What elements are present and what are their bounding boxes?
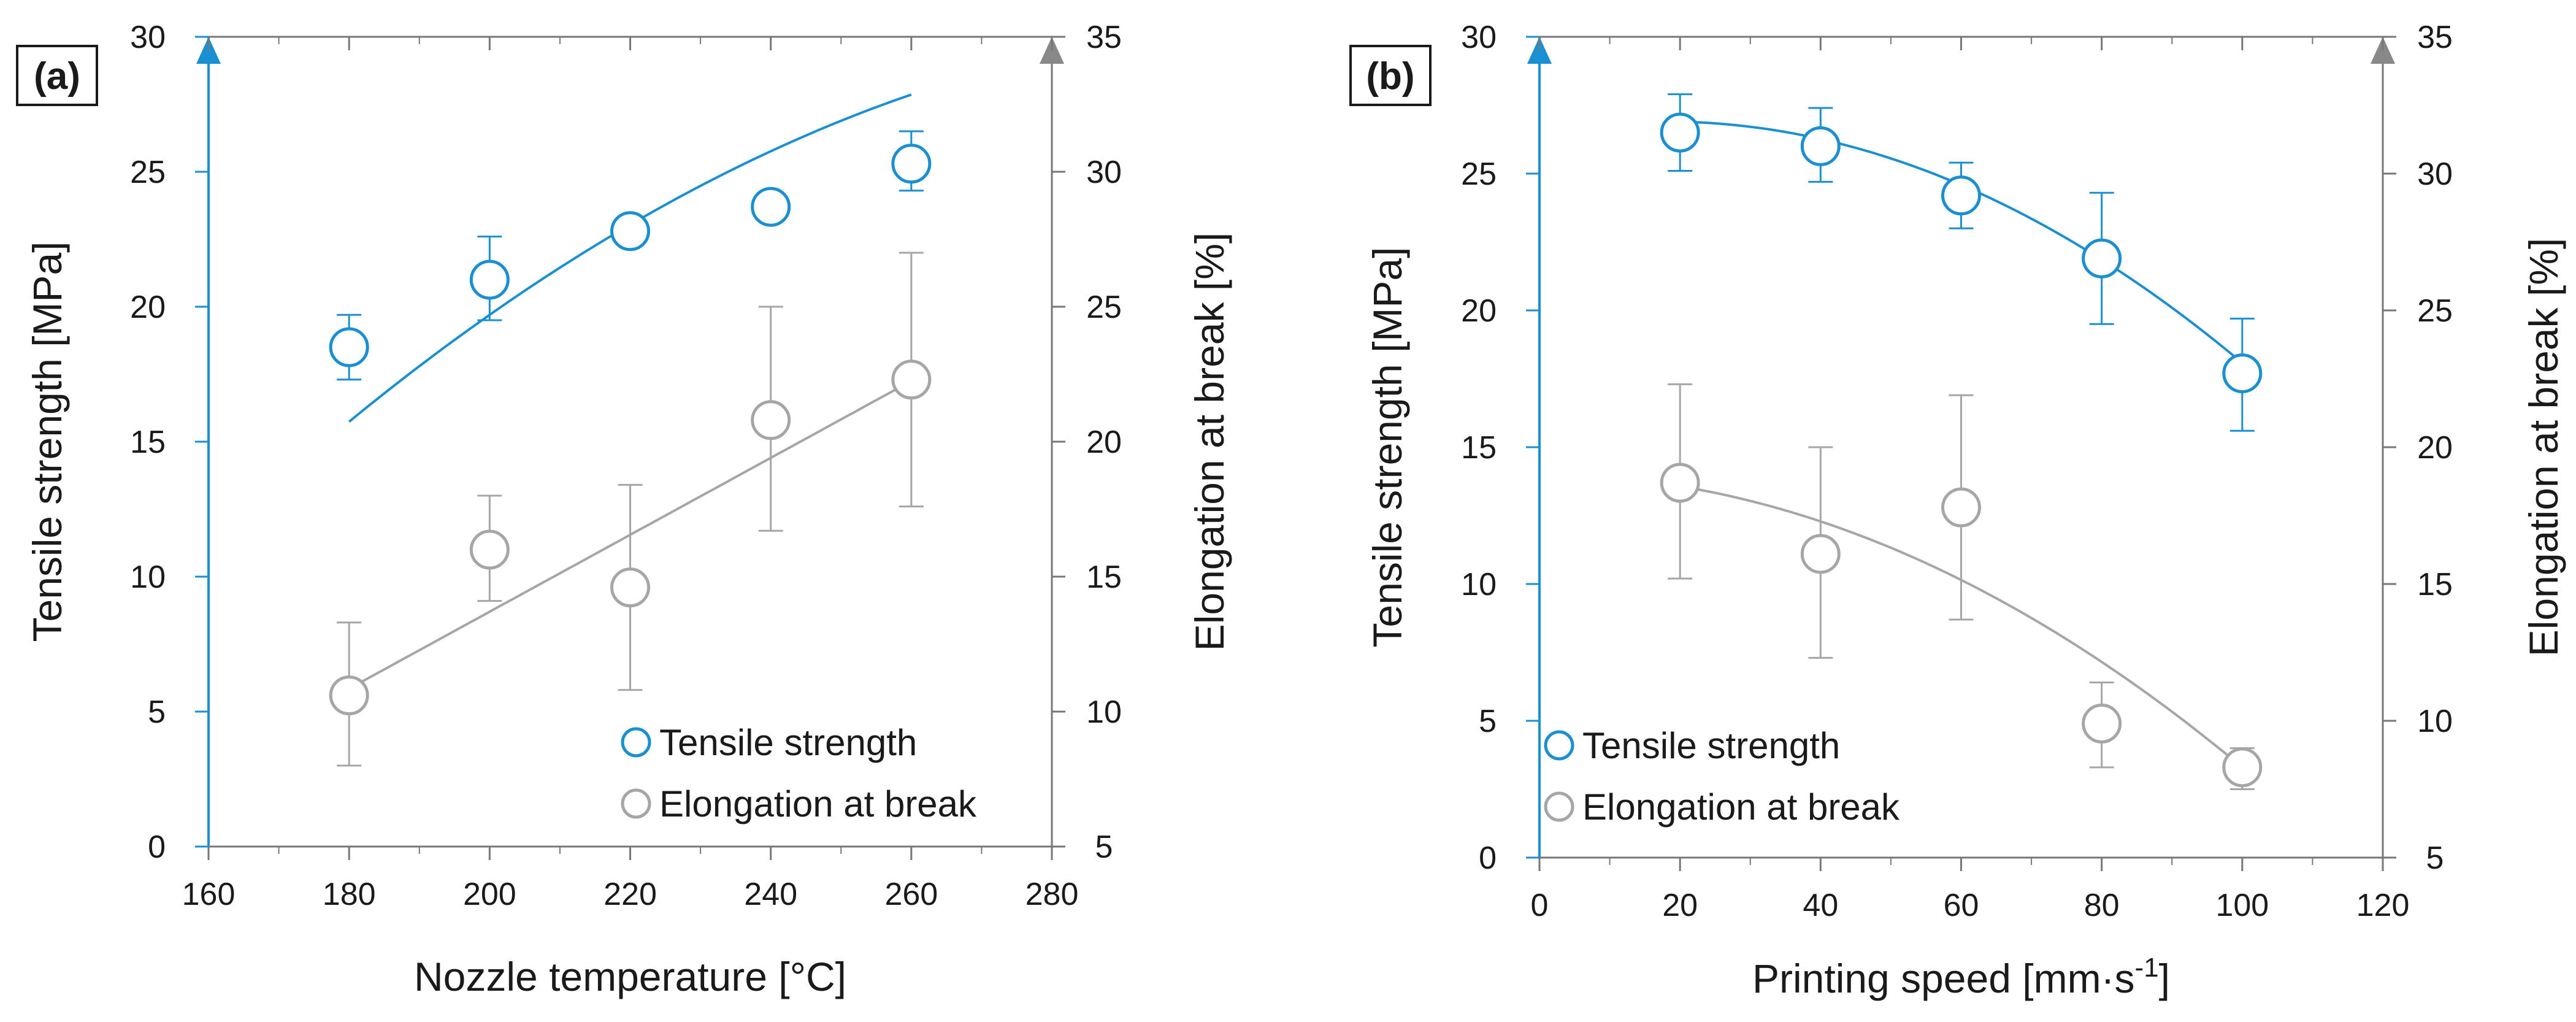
legend-label-tensile: Tensile strength	[1582, 725, 1840, 766]
y-tick-label: 30	[1461, 20, 1497, 55]
y-tick-label: 15	[130, 425, 166, 460]
x-axis-title-superscript: -1	[2135, 953, 2159, 983]
y2-tick-label: 20	[2417, 430, 2453, 466]
tensile-point	[2082, 238, 2122, 279]
x-tick-label: 100	[2215, 888, 2269, 923]
elongation-point	[1660, 463, 1700, 503]
y-tick-label: 10	[130, 559, 166, 595]
x-axis-title: Printing speed [mm·s-1]	[1752, 953, 2170, 1001]
y2-tick-label: 10	[2417, 704, 2453, 739]
legend-label-elongation: Elongation at break	[1582, 786, 1900, 828]
x-tick-label: 280	[1025, 877, 1079, 912]
tensile-point	[2222, 353, 2263, 394]
legend-marker-elongation	[621, 788, 651, 819]
elongation-point	[329, 675, 369, 716]
x-tick-label: 20	[1662, 888, 1698, 923]
y-tick-label: 10	[1461, 567, 1497, 602]
y2-tick-label: 30	[2417, 156, 2453, 192]
y-tick-label: 5	[148, 694, 166, 730]
y2-tick-label: 5	[1095, 829, 1113, 865]
elongation-point	[2082, 703, 2122, 743]
y2-tick-label: 5	[2426, 840, 2444, 876]
elongation-point	[2222, 747, 2263, 788]
elongation-point	[891, 359, 932, 400]
x-tick-label: 220	[604, 877, 657, 912]
tensile-point	[891, 144, 932, 184]
y-tick-label: 25	[1461, 156, 1497, 192]
tensile-point	[469, 259, 510, 300]
y2-tick-label: 25	[1086, 290, 1122, 325]
tensile-point	[1941, 175, 1981, 216]
y-tick-label: 0	[148, 829, 166, 865]
x-tick-label: 120	[2356, 888, 2410, 923]
y2-tick-label: 15	[2417, 567, 2453, 602]
x-tick-label: 260	[884, 877, 938, 912]
y-tick-label: 0	[1479, 840, 1497, 876]
y-tick-label: 15	[1461, 430, 1497, 466]
x-tick-label: 80	[2084, 888, 2120, 923]
y2-tick-label: 35	[2417, 20, 2453, 55]
legend-marker-tensile	[1544, 730, 1574, 761]
x-tick-label: 60	[1944, 888, 1979, 923]
elongation-point	[1800, 534, 1841, 574]
y-tick-label: 20	[130, 290, 166, 325]
tensile-point	[329, 327, 369, 367]
elongation-point	[610, 567, 650, 608]
x-tick-label: 200	[463, 877, 516, 912]
elongation-point	[1941, 487, 1981, 528]
y-axis-title: Tensile strength [MPa]	[1365, 247, 1410, 648]
x-axis-title-end: ]	[2159, 956, 2170, 1001]
y-tick-label: 20	[1461, 293, 1497, 329]
y2-tick-label: 25	[2417, 293, 2453, 329]
legend-marker-tensile	[621, 727, 651, 758]
y-tick-label: 25	[130, 155, 166, 190]
x-tick-label: 40	[1803, 888, 1838, 923]
x-axis-title: Nozzle temperature [°C]	[414, 954, 846, 999]
panel-label: (b)	[1366, 55, 1414, 98]
elongation-point	[751, 400, 791, 440]
tensile-trend-line	[1680, 120, 2244, 364]
y2-tick-label: 30	[1086, 155, 1122, 190]
y2-tick-label: 15	[1086, 559, 1122, 595]
legend-marker-elongation	[1544, 791, 1574, 822]
x-tick-label: 180	[323, 877, 376, 912]
y-tick-label: 5	[1479, 704, 1497, 739]
tensile-point	[1660, 112, 1700, 153]
x-tick-label: 0	[1531, 888, 1549, 923]
y-tick-label: 30	[130, 20, 166, 55]
y2-axis-title: Elongation at break [%]	[2521, 238, 2566, 656]
panel-label-box	[1349, 45, 1432, 106]
y2-axis-title: Elongation at break [%]	[1187, 232, 1232, 651]
tensile-point	[610, 211, 650, 252]
tensile-point	[751, 186, 791, 227]
tensile-point	[1800, 126, 1841, 166]
chart-panel-a: 160 180 200 220 240 260 280 0 5 10 15 20 25 30 5 10 15 20…	[16, 20, 1232, 999]
x-tick-label: 160	[182, 877, 236, 912]
y2-tick-label: 20	[1086, 425, 1122, 460]
y-axis-title: Tensile strength [MPa]	[25, 242, 70, 642]
y2-tick-label: 10	[1086, 694, 1122, 730]
tensile-trend-line	[348, 93, 912, 423]
x-tick-label: 240	[744, 877, 797, 912]
panel-label-box	[16, 45, 98, 106]
chart-panel-b: 0 20 40 60 80 100 120 0 5 10 15 20 25 30 5 10 15 20 25 30 35…	[1349, 20, 2566, 1001]
panel-label: (a)	[34, 55, 80, 98]
elongation-point	[469, 529, 510, 570]
legend-label-elongation: Elongation at break	[659, 783, 977, 824]
y2-tick-label: 35	[1086, 20, 1122, 55]
legend-label-tensile: Tensile strength	[659, 722, 917, 763]
